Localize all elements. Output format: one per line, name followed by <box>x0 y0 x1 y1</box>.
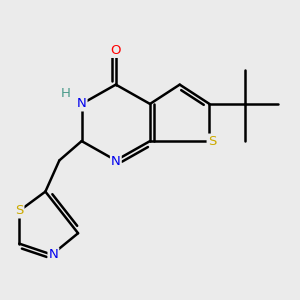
Text: S: S <box>15 204 23 218</box>
Text: S: S <box>208 135 216 148</box>
Text: N: N <box>111 155 121 168</box>
Text: O: O <box>111 44 121 57</box>
Text: N: N <box>77 98 86 110</box>
Text: H: H <box>60 87 70 100</box>
Text: N: N <box>49 248 58 261</box>
